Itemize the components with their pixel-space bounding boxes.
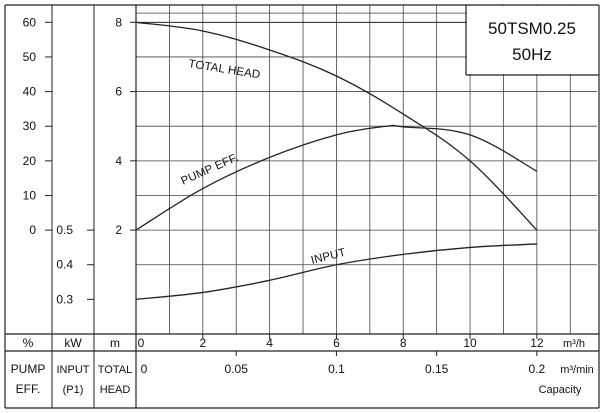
tick-label-eff: 50 <box>23 50 37 64</box>
tick-label-eff: 60 <box>23 15 37 29</box>
unit-head: m <box>110 336 120 350</box>
curve-pump-eff <box>135 124 538 231</box>
tick-label-eff: 0 <box>29 223 36 237</box>
unit-kw: kW <box>64 336 82 350</box>
unit-x-m3min: m³/min <box>560 364 594 376</box>
tick-label-head: 4 <box>115 154 122 168</box>
tick-label-x: 12 <box>530 336 544 350</box>
curves <box>135 21 538 301</box>
tick-label-x: 8 <box>400 336 407 350</box>
curve-label-pump-eff: PUMP EFF. <box>179 152 240 188</box>
chart-subtitle: 50Hz <box>512 45 552 64</box>
tick-label-x2: 0.15 <box>425 362 449 376</box>
unit-x-m3h: m³/h <box>563 338 585 350</box>
tick-label-x2: 0.1 <box>328 362 345 376</box>
tick-label-kw: 0.3 <box>56 292 73 306</box>
x-axis-label: Capacity <box>539 384 582 396</box>
tick-label-eff: 30 <box>23 119 37 133</box>
unit-eff: % <box>23 336 34 350</box>
tick-label-kw: 0.4 <box>56 258 73 272</box>
chart-title: 50TSM0.25 <box>488 19 576 38</box>
tick-label-eff: 10 <box>23 188 37 202</box>
axis-name-head: HEAD <box>100 384 131 396</box>
chart-frame: 50TSM0.25 50Hz <box>4 4 600 409</box>
axis-name-head: TOTAL <box>98 364 132 376</box>
tick-label-x2: 0.05 <box>225 362 249 376</box>
tick-label-x: 6 <box>333 336 340 350</box>
tick-label-x: 10 <box>463 336 477 350</box>
axis-name-eff: PUMP <box>11 362 46 376</box>
tick-label-x2: 0.2 <box>529 362 546 376</box>
tick-label-eff: 20 <box>23 154 37 168</box>
axis-name-input: (P1) <box>63 384 84 396</box>
axis-name-input: INPUT <box>57 364 90 376</box>
tick-label-x: 0 <box>138 336 145 350</box>
curve-label-total-head: TOTAL HEAD <box>188 58 262 81</box>
tick-label-head: 6 <box>115 85 122 99</box>
axis-name-eff: EFF. <box>16 382 41 396</box>
tick-label-x: 2 <box>199 336 206 350</box>
curve-total-head <box>135 21 538 231</box>
title-box-fill <box>467 6 598 74</box>
curve-input <box>135 243 537 301</box>
tick-label-kw: 0.5 <box>56 223 73 237</box>
tick-label-x2: 0 <box>141 362 148 376</box>
tick-label-head: 8 <box>115 15 122 29</box>
tick-label-x: 4 <box>266 336 273 350</box>
tick-label-head: 2 <box>115 223 122 237</box>
tick-label-eff: 40 <box>23 85 37 99</box>
